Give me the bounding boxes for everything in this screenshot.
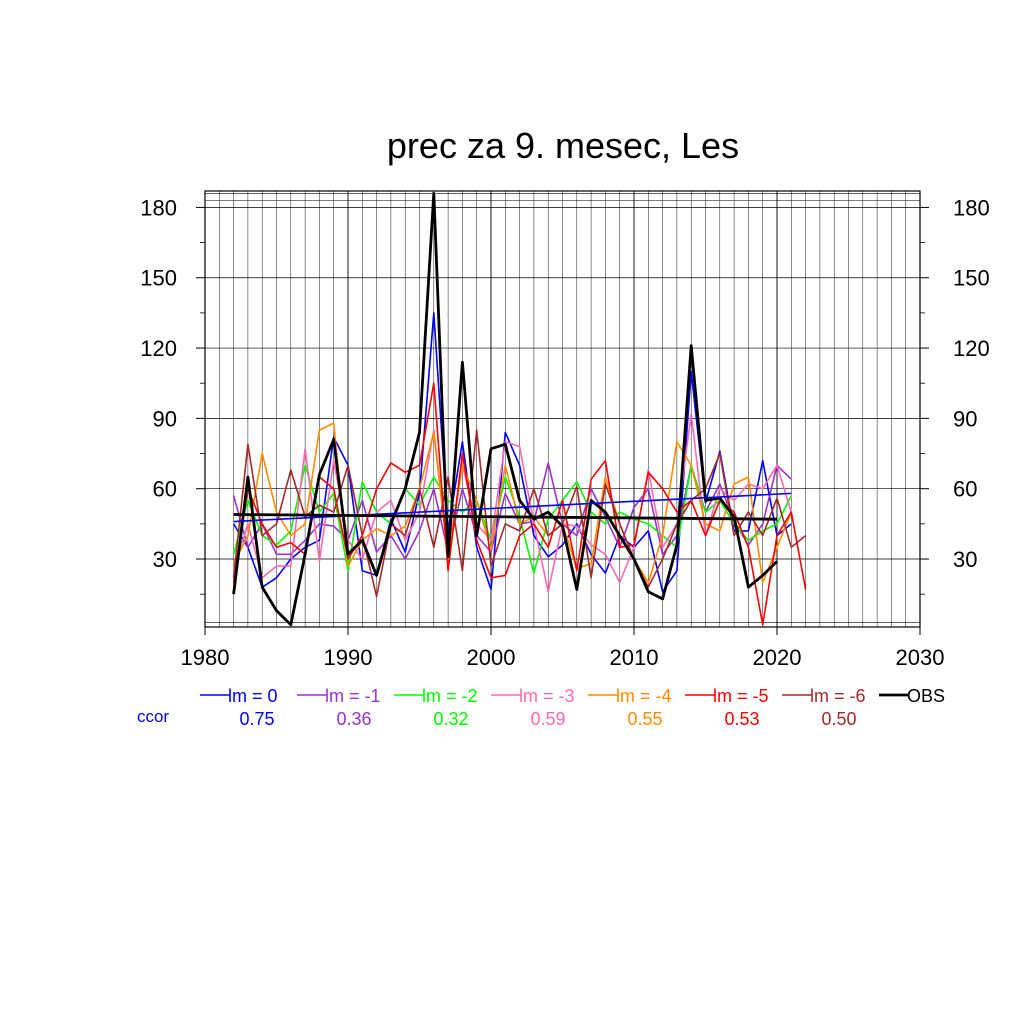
y-tick-label-left: 180 <box>140 195 177 220</box>
y-tick-label-left: 90 <box>153 406 177 431</box>
y-tick-label-left: 150 <box>140 266 177 291</box>
legend-label-1: lm = -1 <box>325 686 381 706</box>
grid <box>205 191 920 627</box>
x-tick-label: 2000 <box>467 645 516 670</box>
x-tick-label: 1980 <box>181 645 230 670</box>
y-tick-label-right: 30 <box>953 547 977 572</box>
y-tick-label-right: 90 <box>953 406 977 431</box>
axes: 30 30 60 60 90 90 120 120 150 150 180 180 1980 1990 20… <box>140 195 989 670</box>
chart-title: prec za 9. mesec, Les <box>387 125 739 166</box>
plot-frame <box>204 190 921 628</box>
series-line-3 <box>232 412 793 593</box>
ccor-label: ccor <box>137 707 169 726</box>
ccor-value-3: 0.59 <box>530 709 565 729</box>
legend-label-5: lm = -5 <box>713 686 769 706</box>
y-tick-label-left: 30 <box>153 547 177 572</box>
ccor-value-0: 0.75 <box>239 709 274 729</box>
y-tick-label-right: 60 <box>953 477 977 502</box>
x-tick-label: 2030 <box>896 645 945 670</box>
y-tick-label-left: 120 <box>140 336 177 361</box>
series-line-7 <box>232 191 778 627</box>
ccor-value-2: 0.32 <box>433 709 468 729</box>
y-tick-label-left: 60 <box>153 477 177 502</box>
series-line-5 <box>232 382 807 626</box>
legend-label-0: lm = 0 <box>228 686 278 706</box>
legend-label-7: OBS <box>907 686 945 706</box>
y-tick-label-right: 120 <box>953 336 990 361</box>
trend-line-0 <box>233 492 792 523</box>
x-tick-label: 2010 <box>610 645 659 670</box>
ccor-value-1: 0.36 <box>336 709 371 729</box>
trend-line-1 <box>233 513 778 521</box>
legend-label-6: lm = -6 <box>810 686 866 706</box>
plot-area <box>232 191 807 627</box>
ccor-value-5: 0.53 <box>724 709 759 729</box>
legend-label-2: lm = -2 <box>422 686 478 706</box>
x-tick-label: 1990 <box>324 645 373 670</box>
legend-label-4: lm = -4 <box>616 686 672 706</box>
legend-label-3: lm = -3 <box>519 686 575 706</box>
y-tick-label-right: 180 <box>953 195 990 220</box>
y-tick-label-right: 150 <box>953 266 990 291</box>
series-line-6 <box>232 429 807 598</box>
legend: lm = 0 0.75 lm = -1 0.36 lm = -2 0.32 lm = -3 0… <box>137 686 945 729</box>
ccor-value-6: 0.50 <box>821 709 856 729</box>
ccor-value-4: 0.55 <box>627 709 662 729</box>
x-tick-label: 2020 <box>753 645 802 670</box>
